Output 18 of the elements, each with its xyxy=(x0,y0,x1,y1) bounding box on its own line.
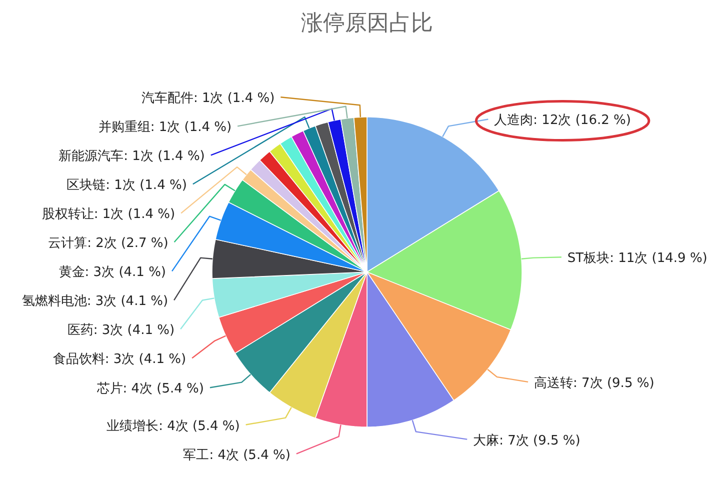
slice-label: 氢燃料电池: 3次 (4.1 %) xyxy=(22,294,168,310)
slice-label: 区块链: 1次 (1.4 %) xyxy=(66,178,187,194)
slice-label: 新能源汽车: 1次 (1.4 %) xyxy=(58,149,205,164)
slice-label: 并购重组: 1次 (1.4 %) xyxy=(98,120,232,136)
slice-label: 业绩增长: 4次 (5.4 %) xyxy=(106,418,240,434)
slice-label: 云计算: 2次 (2.7 %) xyxy=(48,236,168,252)
chart-title: 涨停原因占比 xyxy=(301,11,433,36)
slice-label: ST板块: 11次 (14.9 %) xyxy=(567,251,708,266)
slice-label: 大麻: 7次 (9.5 %) xyxy=(473,433,580,448)
slice-label: 军工: 4次 (5.4 %) xyxy=(183,448,290,463)
slice-label: 人造肉: 12次 (16.2 %) xyxy=(494,113,631,128)
slice-label: 医药: 3次 (4.1 %) xyxy=(67,323,175,338)
slice-label: 芯片: 4次 (5.4 %) xyxy=(96,382,204,397)
slice-label: 黄金: 3次 (4.1 %) xyxy=(58,265,166,280)
slice-label: 高送转: 7次 (9.5 %) xyxy=(534,374,654,391)
slice-label: 食品饮料: 3次 (4.1 %) xyxy=(52,352,186,368)
slice-label: 汽车配件: 1次 (1.4 %) xyxy=(141,91,275,106)
slice-label: 股权转让: 1次 (1.4 %) xyxy=(42,207,176,222)
